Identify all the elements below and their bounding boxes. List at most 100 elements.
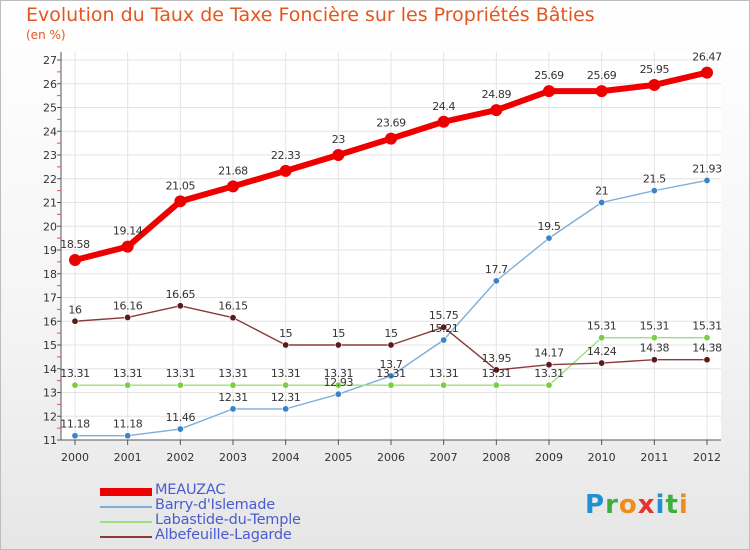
data-label: 14.17 bbox=[534, 347, 564, 360]
data-point bbox=[598, 199, 606, 207]
data-label: 21.93 bbox=[692, 162, 722, 175]
data-label: 14.24 bbox=[587, 345, 617, 358]
data-label: 25.69 bbox=[534, 69, 564, 82]
data-point bbox=[650, 356, 658, 364]
logo-letter: t bbox=[665, 490, 679, 520]
y-tick-label: 11 bbox=[43, 434, 57, 447]
data-label: 19.14 bbox=[113, 225, 143, 238]
data-point bbox=[598, 359, 606, 367]
data-point bbox=[703, 356, 711, 364]
proxiti-logo: Proxiti bbox=[585, 490, 689, 520]
series-albefeuille-lagarde bbox=[71, 302, 711, 374]
data-point bbox=[176, 425, 184, 433]
data-point bbox=[227, 180, 239, 193]
x-tick-label: 2009 bbox=[535, 451, 563, 464]
legend-label: Labastide-du-Temple bbox=[155, 512, 301, 528]
data-label: 21.68 bbox=[218, 164, 248, 177]
data-label: 13.31 bbox=[113, 367, 143, 380]
data-point bbox=[545, 381, 553, 389]
data-label: 14.38 bbox=[692, 342, 722, 355]
y-tick-label: 12 bbox=[43, 410, 57, 423]
data-label: 15.75 bbox=[429, 309, 459, 322]
data-label: 19.5 bbox=[538, 220, 561, 233]
data-label: 17.7 bbox=[485, 263, 508, 276]
y-tick-label: 24 bbox=[43, 125, 57, 138]
data-label: 14.38 bbox=[640, 342, 670, 355]
logo-letter: i bbox=[678, 490, 689, 520]
data-point bbox=[543, 85, 555, 98]
logo-letter: r bbox=[605, 490, 619, 520]
data-label: 12.31 bbox=[271, 391, 301, 404]
data-point bbox=[71, 317, 79, 325]
data-label: 23 bbox=[332, 133, 346, 146]
y-tick-label: 16 bbox=[43, 315, 57, 328]
x-tick-label: 2006 bbox=[377, 451, 405, 464]
data-label: 12.93 bbox=[324, 376, 354, 389]
data-point bbox=[334, 341, 342, 349]
data-point bbox=[282, 381, 290, 389]
data-label: 15.31 bbox=[692, 320, 722, 333]
logo-letter: o bbox=[618, 490, 638, 520]
data-label: 21.05 bbox=[166, 179, 196, 192]
legend-label: Albefeuille-Lagarde bbox=[155, 527, 292, 543]
data-label: 25.95 bbox=[640, 63, 670, 76]
y-tick-label: 22 bbox=[43, 173, 57, 186]
data-label: 15 bbox=[384, 327, 398, 340]
x-tick-label: 2004 bbox=[272, 451, 300, 464]
chart-title: Evolution du Taux de Taxe Foncière sur l… bbox=[26, 4, 595, 26]
data-label: 13.31 bbox=[60, 367, 90, 380]
legend-swatch bbox=[100, 521, 152, 523]
data-point bbox=[545, 234, 553, 242]
data-point bbox=[492, 366, 500, 374]
data-point bbox=[121, 240, 134, 253]
data-label: 13.31 bbox=[429, 367, 459, 380]
x-tick-label: 2008 bbox=[482, 451, 510, 464]
data-point bbox=[387, 341, 395, 349]
data-point bbox=[437, 115, 450, 128]
data-label: 16.65 bbox=[166, 288, 196, 301]
legend-swatch bbox=[100, 488, 152, 496]
data-label: 15.31 bbox=[587, 320, 617, 333]
data-label: 13.95 bbox=[482, 352, 512, 365]
logo-letter: P bbox=[585, 490, 606, 520]
data-point bbox=[124, 313, 132, 321]
data-label: 26.47 bbox=[692, 51, 722, 64]
data-label: 22.33 bbox=[271, 149, 301, 162]
y-tick-label: 18 bbox=[43, 268, 57, 281]
x-tick-label: 2003 bbox=[219, 451, 247, 464]
data-point bbox=[332, 149, 345, 161]
data-label: 24.4 bbox=[432, 100, 455, 113]
data-point bbox=[124, 381, 132, 389]
data-label: 15.21 bbox=[429, 322, 459, 335]
data-label: 13.31 bbox=[271, 367, 301, 380]
data-point bbox=[598, 334, 606, 342]
data-label: 11.18 bbox=[113, 418, 143, 431]
series-meauzac bbox=[69, 66, 713, 266]
legend-swatch bbox=[100, 536, 152, 538]
data-label: 13.31 bbox=[166, 367, 196, 380]
data-label: 11.46 bbox=[166, 411, 196, 424]
x-tick-label: 2011 bbox=[640, 451, 668, 464]
chart-unit: (en %) bbox=[26, 28, 66, 42]
x-tick-label: 2000 bbox=[61, 451, 89, 464]
data-point bbox=[701, 66, 713, 79]
x-tick-label: 2001 bbox=[114, 451, 142, 464]
data-point bbox=[174, 195, 187, 208]
data-label: 16.16 bbox=[113, 299, 143, 312]
data-point bbox=[387, 381, 395, 389]
data-label: 21 bbox=[595, 185, 608, 198]
data-point bbox=[176, 381, 184, 389]
series-barry-d-islemade bbox=[71, 176, 711, 440]
y-tick-label: 21 bbox=[43, 197, 57, 210]
y-tick-label: 25 bbox=[43, 102, 57, 115]
data-label: 15 bbox=[332, 327, 346, 340]
data-point bbox=[282, 405, 290, 413]
data-point bbox=[440, 336, 448, 344]
data-label: 12.31 bbox=[218, 391, 248, 404]
series-labastide-du-temple bbox=[71, 334, 711, 389]
data-label: 13.31 bbox=[482, 367, 512, 380]
data-label: 23.69 bbox=[376, 117, 406, 130]
data-point bbox=[279, 164, 292, 177]
data-label: 11.18 bbox=[60, 418, 90, 431]
